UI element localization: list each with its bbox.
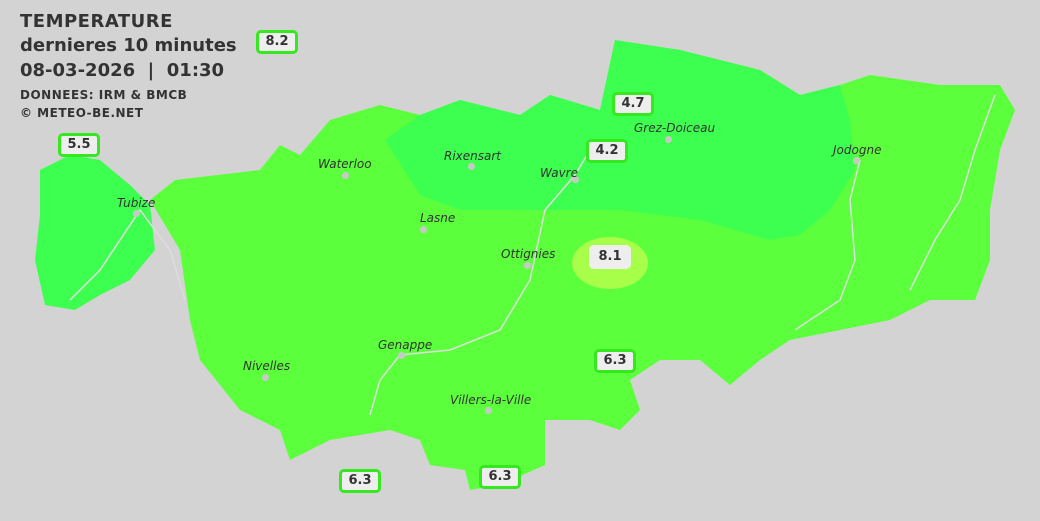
river-far-east (909, 94, 996, 291)
city-dot (665, 136, 672, 143)
city-label-grez-doiceau: Grez-Doiceau (634, 121, 716, 135)
city-label-wavre: Wavre (540, 166, 578, 180)
city-dot (485, 407, 492, 414)
station-badge[interactable]: 4.2 (586, 139, 628, 163)
copyright: © METEO-BE.NET (20, 106, 144, 120)
station-badge[interactable]: 6.3 (479, 465, 521, 489)
city-dot (524, 262, 531, 269)
river-east (794, 159, 861, 331)
map-header: TEMPERATURE dernieres 10 minutes 08-03-2… (20, 10, 237, 122)
river-west (69, 208, 186, 301)
city-dot (398, 352, 405, 359)
station-badge[interactable]: 5.5 (58, 133, 100, 157)
city-label-jodogne: Jodogne (833, 143, 882, 157)
station-badge[interactable]: 6.3 (594, 349, 636, 373)
city-label-rixensart: Rixensart (444, 149, 502, 163)
data-source: DONNEES: IRM & BMCB (20, 88, 188, 102)
city-label-waterloo: Waterloo (318, 157, 372, 171)
city-label-ottignies: Ottignies (501, 247, 556, 261)
city-dot (133, 210, 140, 217)
station-badge[interactable]: 4.7 (612, 92, 654, 116)
city-label-lasne: Lasne (420, 211, 456, 225)
city-label-nivelles: Nivelles (243, 359, 291, 373)
city-label-genappe: Genappe (378, 338, 433, 352)
city-dot (262, 374, 269, 381)
city-dot (572, 176, 579, 183)
city-dot (853, 157, 860, 164)
city-label-tubize: Tubize (117, 196, 156, 210)
city-dot (468, 163, 475, 170)
city-dot (420, 226, 427, 233)
map-title: TEMPERATURE (20, 11, 173, 32)
map-datetime: 08-03-2026 | 01:30 (20, 60, 225, 81)
city-dot (342, 172, 349, 179)
map-subtitle: dernieres 10 minutes (20, 35, 237, 56)
city-label-villers-la-ville: Villers-la-Ville (450, 393, 532, 407)
station-badge[interactable]: 8.1 (589, 245, 631, 269)
river (369, 149, 591, 416)
station-badge[interactable]: 8.2 (256, 30, 298, 54)
station-badge[interactable]: 6.3 (339, 469, 381, 493)
region-west (35, 155, 155, 310)
